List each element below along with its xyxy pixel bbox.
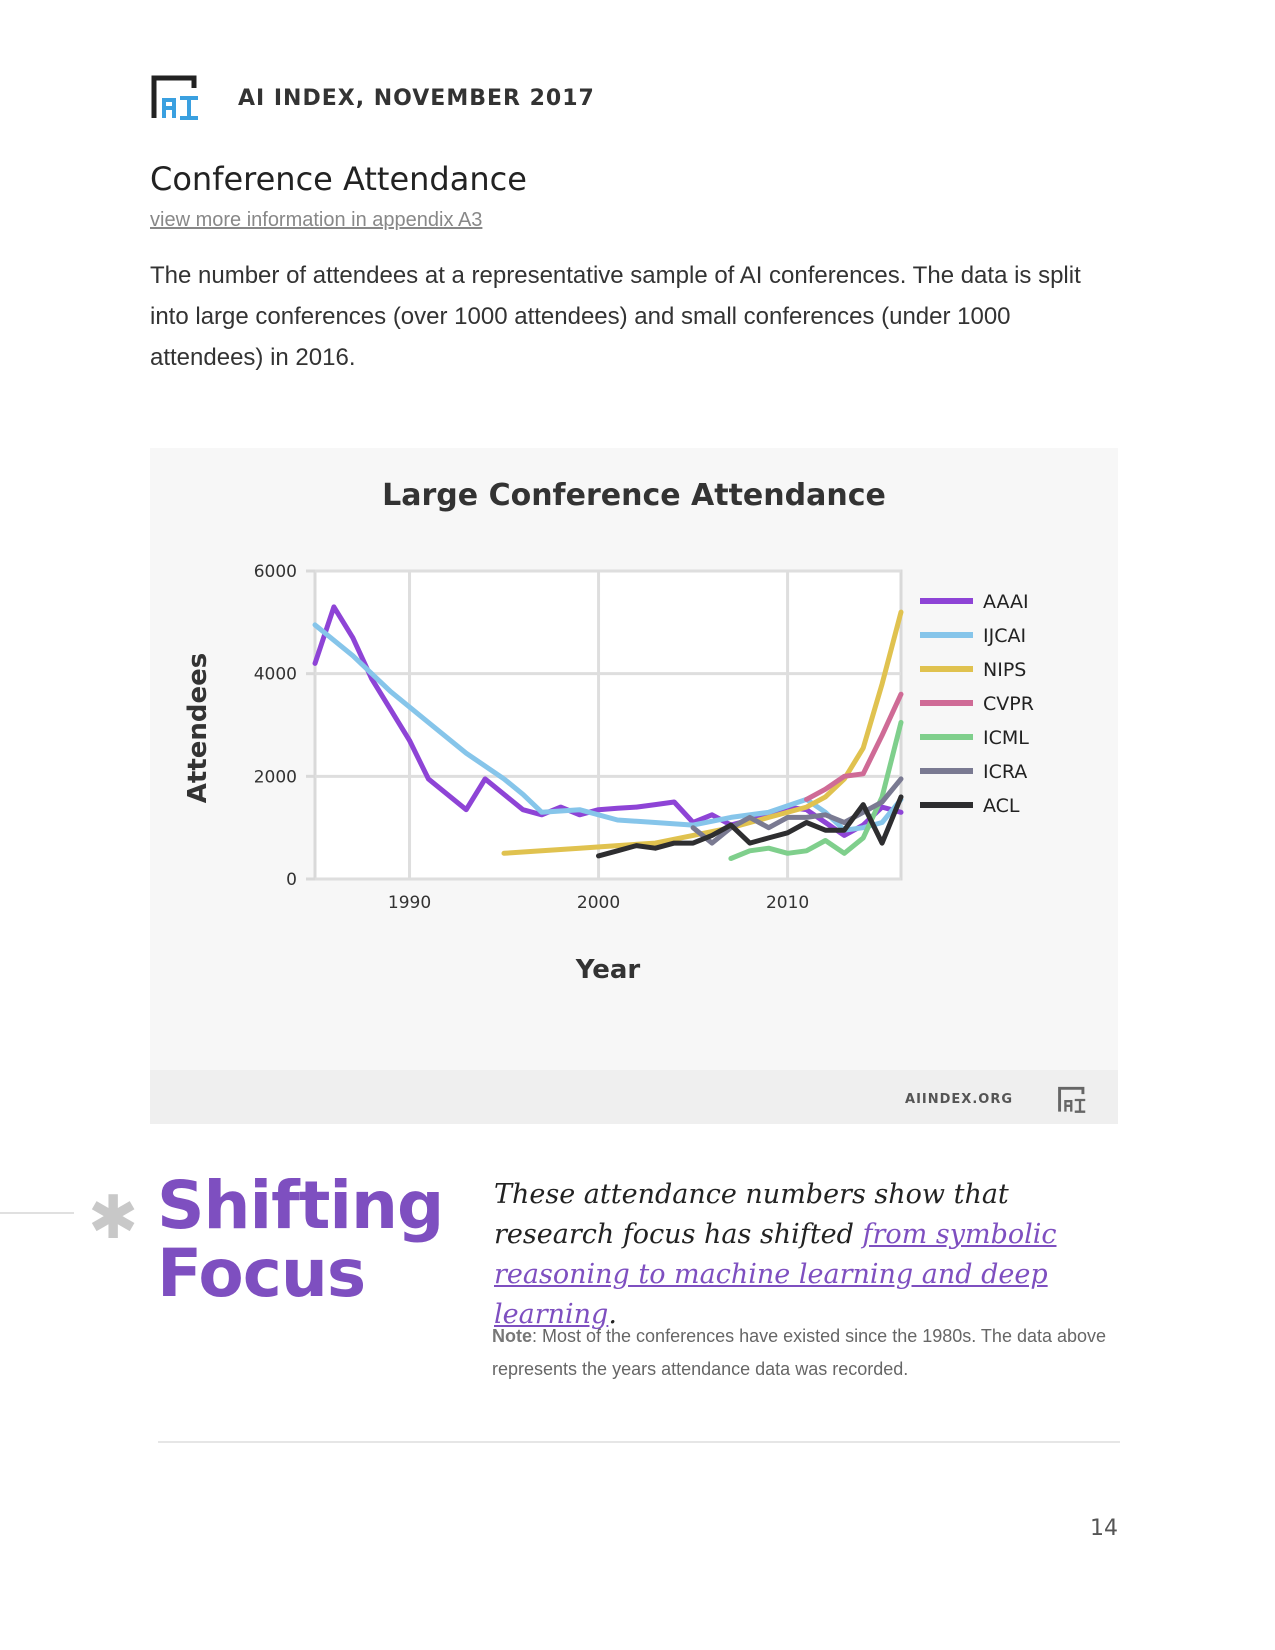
series-line-cvpr	[804, 691, 904, 802]
intro-paragraph: The number of attendees at a representat…	[150, 262, 1081, 371]
appendix-link[interactable]: view more information in appendix A3	[150, 209, 483, 231]
section-title: Conference Attendance	[150, 160, 527, 198]
ai-index-logo-icon	[1058, 1086, 1086, 1113]
series-line-nips	[501, 609, 904, 856]
line-chart: 1990 2000 2010 0 2000 4000 6000 Large Conferenc…	[183, 478, 1034, 985]
bottom-divider	[158, 1441, 1120, 1443]
note-paragraph: Note: Most of the conferences have exist…	[492, 1320, 1132, 1386]
quote-end: .	[608, 1299, 617, 1330]
y-tick-label: 2000	[254, 767, 297, 787]
y-axis-label: Attendees	[183, 653, 213, 803]
legend-label-aaai: AAAI	[983, 591, 1029, 613]
x-tick-label: 1990	[388, 893, 431, 913]
left-divider	[0, 1212, 74, 1214]
y-tick-label: 0	[286, 870, 297, 890]
ai-index-logo-icon	[151, 75, 198, 120]
callout-title-line1: Shifting	[157, 1167, 444, 1244]
x-tick-label: 2000	[577, 893, 620, 913]
x-tick-label: 2010	[766, 893, 809, 913]
y-tick-label: 6000	[254, 562, 297, 582]
callout-title: Shifting Focus	[157, 1167, 444, 1312]
chart-panel: 1990 2000 2010 0 2000 4000 6000 Large Conferenc…	[150, 448, 1118, 1124]
report-title: AI INDEX, NOVEMBER 2017	[238, 86, 595, 111]
legend-label-acl: ACL	[983, 795, 1020, 817]
y-tick-label: 4000	[254, 665, 297, 685]
legend-label-cvpr: CVPR	[983, 693, 1034, 715]
legend-label-nips: NIPS	[983, 659, 1026, 681]
chart-footer: AIINDEX.ORG	[150, 1070, 1118, 1124]
page-number: 14	[1090, 1516, 1118, 1541]
note-text: : Most of the conferences have existed s…	[492, 1326, 1107, 1379]
callout-quote: These attendance numbers show that resea…	[494, 1175, 1114, 1335]
legend-label-ijcai: IJCAI	[983, 625, 1026, 647]
quote-link[interactable]: from symbolic reasoning to machine learn…	[494, 1219, 1057, 1330]
asterisk-icon: ✱	[88, 1183, 139, 1253]
series-line-acl	[596, 794, 904, 859]
note-label: Note	[492, 1326, 532, 1346]
legend-label-icml: ICML	[983, 727, 1029, 749]
series-line-ijcai	[312, 622, 904, 833]
series-line-icml	[728, 719, 904, 861]
x-axis-label: Year	[575, 955, 641, 985]
legend-label-icra: ICRA	[983, 761, 1027, 783]
chart-title: Large Conference Attendance	[382, 478, 886, 513]
callout-title-line2: Focus	[157, 1235, 366, 1312]
site-label: AIINDEX.ORG	[905, 1092, 1013, 1107]
quote-text: These attendance numbers show that resea…	[494, 1179, 1009, 1250]
